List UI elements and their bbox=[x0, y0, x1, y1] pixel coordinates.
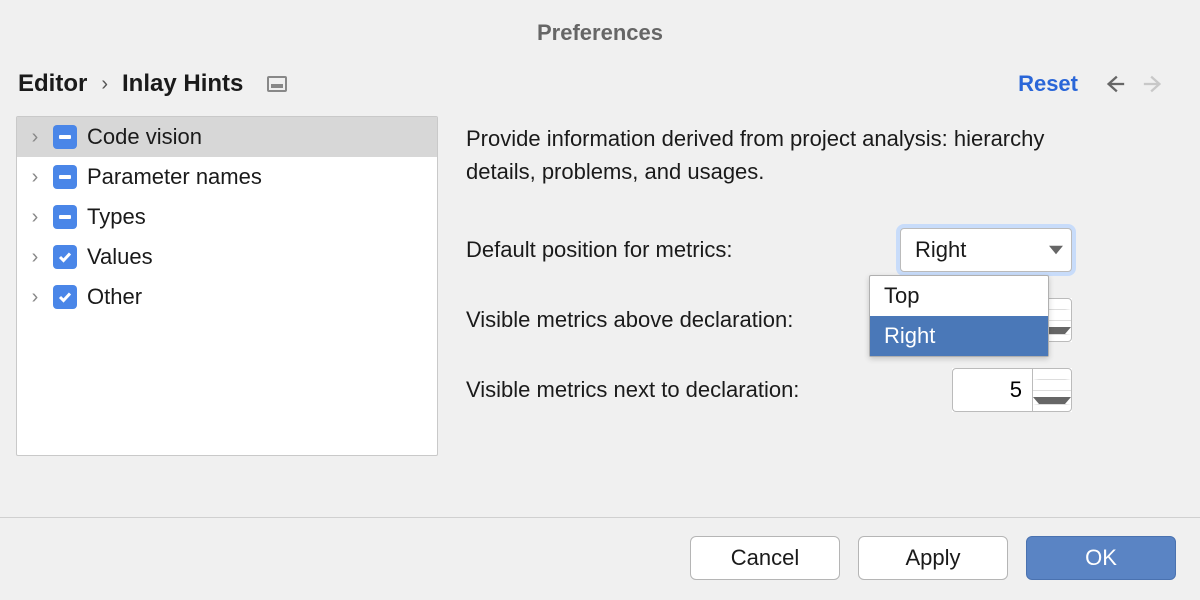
next-step-up[interactable] bbox=[1033, 369, 1071, 391]
window-title: Preferences bbox=[0, 0, 1200, 54]
description-text: Provide information derived from project… bbox=[466, 116, 1072, 188]
position-select[interactable]: Right TopRight bbox=[900, 228, 1072, 272]
position-label: Default position for metrics: bbox=[466, 237, 733, 263]
nav-forward-button bbox=[1134, 73, 1172, 95]
expand-caret-icon[interactable]: › bbox=[27, 246, 43, 269]
tree-item-label: Parameter names bbox=[87, 164, 262, 190]
tree-item-checkbox[interactable] bbox=[53, 285, 77, 309]
breadcrumb-level2: Inlay Hints bbox=[122, 70, 243, 98]
tree-item-checkbox[interactable] bbox=[53, 205, 77, 229]
position-option[interactable]: Top bbox=[870, 276, 1048, 316]
breadcrumb-separator-icon: › bbox=[101, 73, 108, 96]
tree-item[interactable]: › Parameter names bbox=[17, 157, 437, 197]
cancel-button[interactable]: Cancel bbox=[690, 536, 840, 580]
chevron-down-icon bbox=[1049, 237, 1063, 263]
reset-button[interactable]: Reset bbox=[1018, 71, 1078, 97]
apply-button[interactable]: Apply bbox=[858, 536, 1008, 580]
tree-item[interactable]: › Types bbox=[17, 197, 437, 237]
position-dropdown: TopRight bbox=[869, 275, 1049, 357]
layout-icon bbox=[267, 76, 287, 92]
next-spinner[interactable] bbox=[952, 368, 1072, 412]
next-label: Visible metrics next to declaration: bbox=[466, 377, 799, 403]
tree-item[interactable]: › Other bbox=[17, 277, 437, 317]
next-step-down[interactable] bbox=[1033, 391, 1071, 412]
tree-item[interactable]: › Values bbox=[17, 237, 437, 277]
expand-caret-icon[interactable]: › bbox=[27, 166, 43, 189]
breadcrumb: Editor › Inlay Hints bbox=[18, 70, 1018, 98]
next-input[interactable] bbox=[952, 368, 1032, 412]
tree-item-label: Types bbox=[87, 204, 146, 230]
ok-button[interactable]: OK bbox=[1026, 536, 1176, 580]
tree-item-checkbox[interactable] bbox=[53, 125, 77, 149]
position-option[interactable]: Right bbox=[870, 316, 1048, 356]
expand-caret-icon[interactable]: › bbox=[27, 286, 43, 309]
tree-item-checkbox[interactable] bbox=[53, 165, 77, 189]
expand-caret-icon[interactable]: › bbox=[27, 126, 43, 149]
tree-item-label: Values bbox=[87, 244, 153, 270]
position-select-value: Right bbox=[915, 237, 966, 263]
nav-back-button[interactable] bbox=[1096, 73, 1134, 95]
above-label: Visible metrics above declaration: bbox=[466, 307, 793, 333]
tree-item[interactable]: › Code vision bbox=[17, 117, 437, 157]
tree-item-label: Code vision bbox=[87, 124, 202, 150]
expand-caret-icon[interactable]: › bbox=[27, 206, 43, 229]
tree-item-checkbox[interactable] bbox=[53, 245, 77, 269]
tree-item-label: Other bbox=[87, 284, 142, 310]
hints-tree: › Code vision › Parameter names › Types › Value… bbox=[16, 116, 438, 456]
breadcrumb-level1[interactable]: Editor bbox=[18, 70, 87, 98]
